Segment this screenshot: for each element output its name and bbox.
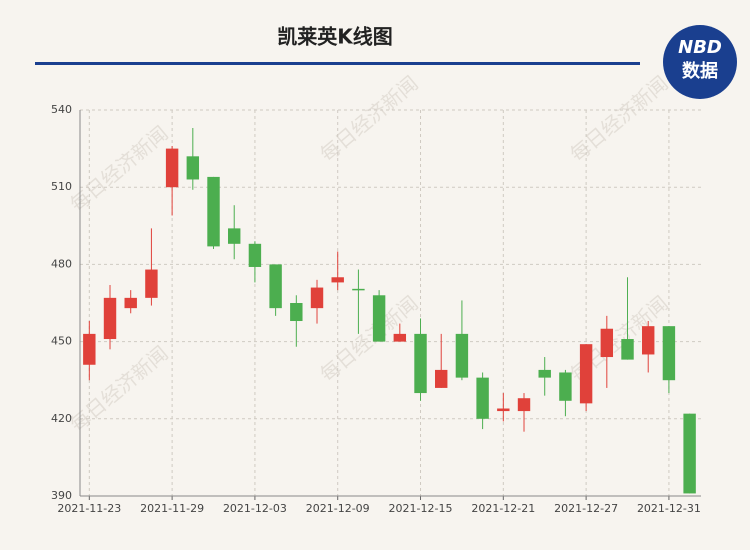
chart-title: 凯莱英K线图	[277, 25, 393, 49]
y-tick-label: 420	[51, 412, 72, 425]
candle-body	[538, 369, 551, 378]
x-tick-label: 2021-11-23	[57, 502, 121, 515]
candle-body	[331, 277, 344, 283]
candle-body	[124, 297, 137, 309]
candle-body	[579, 344, 593, 404]
candle-body	[517, 398, 531, 412]
candle-body	[642, 326, 655, 355]
candle-body	[290, 303, 303, 322]
x-tick-label: 2021-11-29	[140, 502, 204, 515]
y-tick-label: 390	[51, 489, 72, 502]
candle-body	[393, 333, 407, 342]
candle-body	[186, 156, 200, 180]
x-tick-label: 2021-12-21	[471, 502, 535, 515]
candle-body	[559, 372, 572, 401]
candle-body	[207, 176, 220, 247]
candle-body	[455, 333, 469, 378]
candle-body	[435, 369, 448, 388]
candle-body	[662, 326, 676, 381]
x-tick-label: 2021-12-15	[389, 502, 453, 515]
candle-body	[103, 297, 117, 340]
candle-body	[248, 243, 262, 267]
y-tick-label: 510	[51, 180, 72, 193]
logo-bottom: 数据	[682, 60, 718, 82]
x-tick-label: 2021-12-03	[223, 502, 287, 515]
candle-body	[497, 408, 510, 412]
y-tick-label: 450	[51, 335, 72, 348]
x-tick-label: 2021-12-27	[554, 502, 618, 515]
candle-body	[414, 333, 427, 394]
candle-body	[352, 288, 365, 291]
candle-body	[600, 328, 614, 358]
y-tick-label: 480	[51, 257, 72, 270]
candle-body	[372, 295, 386, 342]
candle-body	[165, 148, 179, 188]
candle-body	[621, 339, 634, 360]
x-tick-label: 2021-12-31	[637, 502, 701, 515]
candle-body	[269, 264, 282, 309]
candle-body	[145, 269, 158, 298]
candle-body	[228, 228, 241, 244]
candle-body	[683, 413, 696, 494]
logo	[663, 25, 737, 99]
y-tick-label: 540	[51, 103, 72, 116]
candle-body	[310, 287, 324, 309]
candle-body	[83, 333, 96, 365]
x-tick-label: 2021-12-09	[306, 502, 370, 515]
title-rule	[35, 62, 640, 65]
candle-body	[476, 377, 489, 419]
logo-top: NBD	[678, 37, 722, 58]
